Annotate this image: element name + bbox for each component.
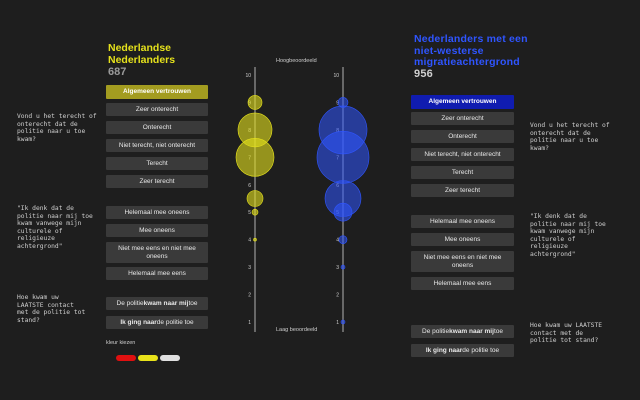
color-option-white[interactable] — [160, 355, 180, 361]
scale-tick-label: 2 — [248, 293, 251, 299]
scale-tick-label: 4 — [248, 238, 251, 244]
bubble-series-1[interactable] — [338, 235, 348, 244]
right-contact-option-1[interactable]: Ik ging naar de politie toe — [411, 344, 514, 357]
color-option-yellow[interactable] — [138, 355, 158, 361]
right-group-count: 956 — [414, 67, 433, 80]
bubble-series-0[interactable] — [235, 138, 275, 177]
scale-tick-label: 10 — [245, 73, 251, 79]
scale-top-label: Hoogbeoordeeld — [276, 58, 317, 64]
right-disc-option-2[interactable]: Niet mee eens en niet mee oneens — [411, 251, 514, 272]
left-unfair-option-2[interactable]: Niet terecht, niet onterecht — [106, 139, 208, 152]
right-unfair-option-4[interactable]: Zeer terecht — [411, 184, 514, 197]
scale-bottom-label: Laag beoordeeld — [276, 327, 318, 333]
scale-tick-label: 2 — [336, 293, 339, 299]
right-unfair-option-1[interactable]: Onterecht — [411, 130, 514, 143]
right-question-2: "Ik denk dat de politie naar mij toe kwa… — [530, 213, 606, 258]
right-group-title: Nederlanders met een niet-westerse migra… — [414, 33, 534, 80]
bubble-series-0[interactable] — [247, 95, 263, 110]
color-picker-label: kleur kiezen — [106, 340, 136, 346]
trust-bubble-chart: 1098765432110987654321 — [235, 67, 370, 332]
scale-tick-label: 10 — [333, 73, 339, 79]
left-question-2: "Ik denk dat de politie naar mij toe kwa… — [17, 205, 93, 250]
left-contact-option-1[interactable]: Ik ging naar de politie toe — [106, 316, 208, 329]
left-group-title: Nederlandse Nederlanders 687 — [108, 42, 218, 78]
left-disc-option-3[interactable]: Helemaal mee eens — [106, 267, 208, 280]
color-option-red[interactable] — [116, 355, 136, 361]
left-unfair-option-4[interactable]: Zeer terecht — [106, 175, 208, 188]
left-group-count: 687 — [108, 66, 127, 78]
right-unfair-option-3[interactable]: Terecht — [411, 166, 514, 179]
scale-tick-label: 6 — [248, 183, 251, 189]
bubble-series-1[interactable] — [333, 202, 353, 222]
scale-tick-label: 1 — [336, 320, 339, 326]
left-disc-option-1[interactable]: Mee oneens — [106, 224, 208, 237]
left-question-1: Vond u het terecht of onterecht dat de p… — [17, 113, 97, 143]
right-unfair-option-2[interactable]: Niet terecht, niet onterecht — [411, 148, 514, 161]
bubble-series-1[interactable] — [340, 264, 346, 270]
right-contact-option-0[interactable]: De politie kwam naar mij toe — [411, 325, 514, 338]
bubble-series-0[interactable] — [253, 237, 257, 242]
scale-tick-label: 5 — [248, 210, 251, 216]
bubble-series-1[interactable] — [316, 131, 370, 184]
left-unfair-option-0[interactable]: Zeer onterecht — [106, 103, 208, 116]
right-disc-option-3[interactable]: Helemaal mee eens — [411, 277, 514, 290]
right-disc-option-0[interactable]: Helemaal mee oneens — [411, 215, 514, 228]
right-question-3: Hoe kwam uw LAATSTE contact met de polit… — [530, 322, 603, 345]
left-unfair-option-1[interactable]: Onterecht — [106, 121, 208, 134]
left-question-3: Hoe kwam uw LAATSTE contact met de polit… — [17, 294, 86, 324]
scale-tick-label: 4 — [336, 238, 339, 244]
bubble-series-0[interactable] — [251, 208, 259, 216]
left-disc-option-0[interactable]: Helemaal mee oneens — [106, 206, 208, 219]
scale-tick-label: 3 — [336, 265, 339, 271]
bubble-series-1[interactable] — [340, 319, 346, 325]
scale-tick-label: 9 — [336, 100, 339, 106]
left-unfair-option-3[interactable]: Terecht — [106, 157, 208, 170]
scale-tick-label: 3 — [248, 265, 251, 271]
scale-tick-label: 1 — [248, 320, 251, 326]
left-disc-option-2[interactable]: Niet mee eens en niet mee oneens — [106, 242, 208, 263]
right-trust-button[interactable]: Algemeen vertrouwen — [411, 95, 514, 109]
left-trust-button[interactable]: Algemeen vertrouwen — [106, 85, 208, 99]
right-question-1: Vond u het terecht of onterecht dat de p… — [530, 122, 610, 152]
left-contact-option-0[interactable]: De politie kwam naar mij toe — [106, 297, 208, 310]
right-disc-option-1[interactable]: Mee oneens — [411, 233, 514, 246]
bubble-series-0[interactable] — [246, 190, 264, 207]
right-unfair-option-0[interactable]: Zeer onterecht — [411, 112, 514, 125]
